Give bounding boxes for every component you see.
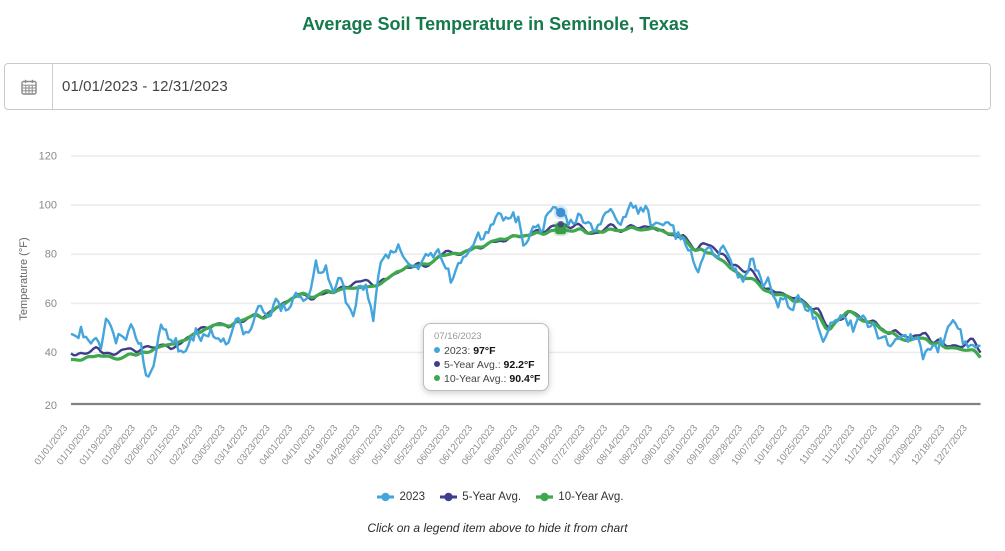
svg-text:20: 20 <box>45 400 57 412</box>
svg-text:100: 100 <box>39 200 57 212</box>
svg-text:120: 120 <box>39 151 57 163</box>
svg-text:Temperature (°F): Temperature (°F) <box>18 237 30 320</box>
svg-text:60: 60 <box>45 298 57 310</box>
svg-text:80: 80 <box>45 249 57 261</box>
svg-text:40: 40 <box>45 347 57 359</box>
